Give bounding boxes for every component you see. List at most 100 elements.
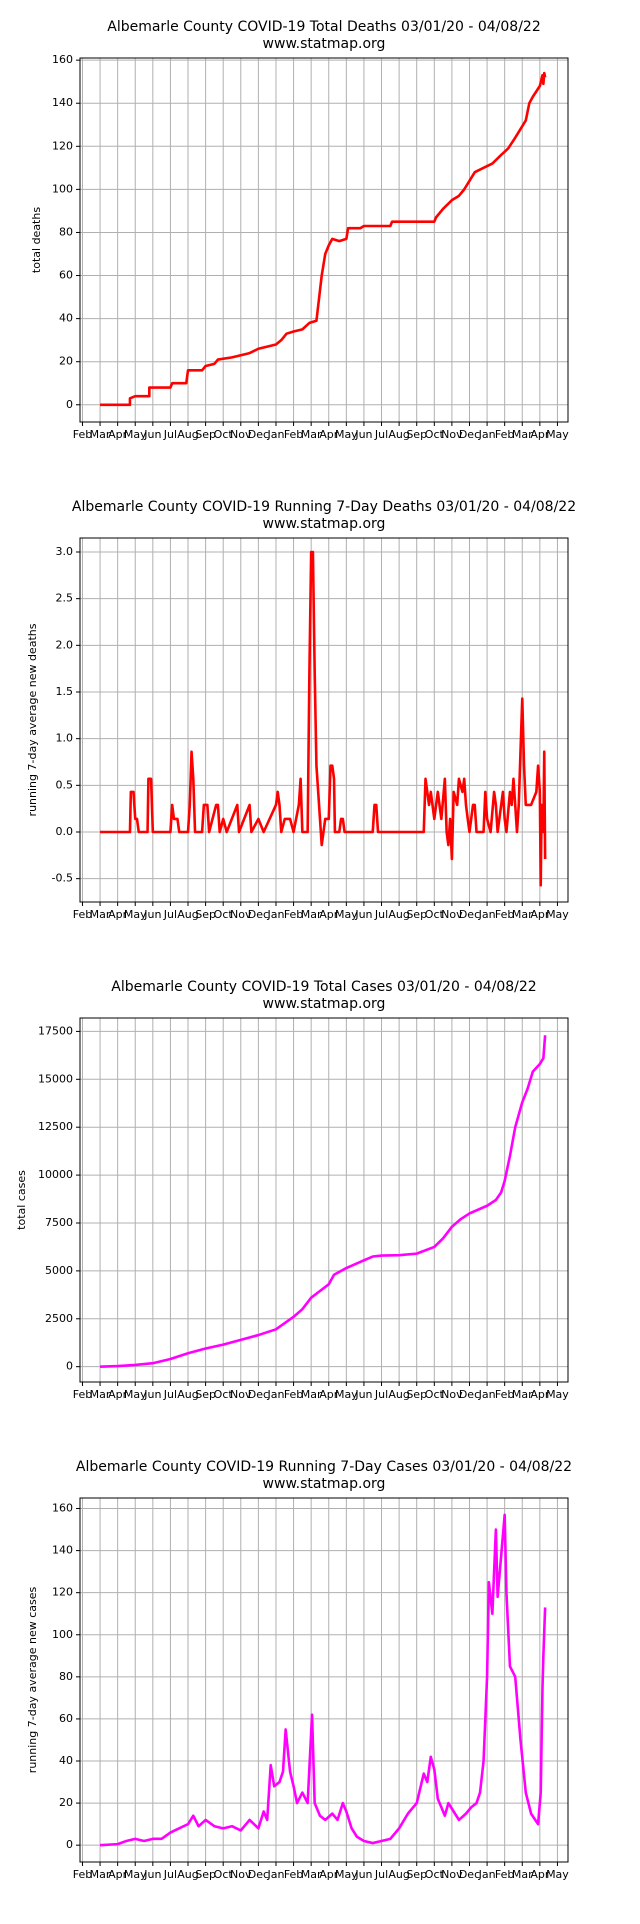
x-tick-label: Feb — [495, 428, 514, 441]
x-tick-label: Nov — [230, 908, 252, 921]
y-tick-label: 60 — [59, 1712, 73, 1725]
y-tick-label: 140 — [52, 1544, 73, 1557]
x-tick-label: Feb — [495, 1388, 514, 1401]
chart-panel: Albemarle County COVID-19 Total Deaths 0… — [30, 19, 569, 441]
y-tick-label: 0 — [66, 1838, 73, 1851]
y-tick-label: 60 — [59, 269, 73, 282]
y-tick-label: -0.5 — [52, 872, 73, 885]
x-tick-label: Sep — [195, 1388, 216, 1401]
x-tick-label: May — [546, 1868, 569, 1881]
y-tick-label: 2.0 — [56, 638, 74, 651]
x-tick-label: Mar — [512, 428, 533, 441]
chart-title: Albemarle County COVID-19 Total Deaths 0… — [107, 19, 541, 35]
x-tick-label: Aug — [388, 428, 409, 441]
y-tick-label: 100 — [52, 182, 73, 195]
x-tick-label: Dec — [459, 1388, 480, 1401]
plot-frame — [79, 1497, 569, 1863]
chart-subtitle: www.statmap.org — [263, 996, 386, 1012]
y-tick-label: 1.5 — [56, 685, 74, 698]
x-tick-label: Oct — [425, 1868, 445, 1881]
x-tick-label: Jun — [143, 1868, 161, 1881]
y-tick-label: 80 — [59, 225, 73, 238]
y-tick-label: 15000 — [38, 1072, 73, 1085]
y-tick-label: 2.5 — [56, 592, 74, 605]
x-tick-label: Dec — [459, 1868, 480, 1881]
x-tick-label: Jan — [478, 428, 496, 441]
x-tick-label: Jun — [354, 908, 372, 921]
x-tick-label: Mar — [301, 908, 322, 921]
x-tick-label: Feb — [284, 428, 303, 441]
x-tick-label: May — [546, 428, 569, 441]
y-tick-label: 80 — [59, 1670, 73, 1683]
x-tick-label: Apr — [530, 1388, 550, 1401]
chart-title: Albemarle County COVID-19 Total Cases 03… — [111, 979, 536, 995]
x-tick-label: Jun — [354, 428, 372, 441]
x-tick-label: May — [124, 1388, 147, 1401]
x-tick-label: Feb — [73, 1388, 92, 1401]
x-tick-label: Dec — [248, 428, 269, 441]
plot-frame — [79, 57, 569, 423]
x-tick-label: Nov — [230, 1388, 252, 1401]
chart-panel: Albemarle County COVID-19 Total Cases 03… — [15, 979, 569, 1401]
x-tick-label: Dec — [459, 908, 480, 921]
x-tick-label: Sep — [406, 1868, 427, 1881]
x-tick-label: Aug — [177, 908, 198, 921]
x-tick-label: Jul — [374, 908, 388, 921]
y-tick-label: 120 — [52, 139, 73, 152]
y-tick-label: 120 — [52, 1586, 73, 1599]
y-axis-label: running 7-day average new cases — [26, 1587, 39, 1774]
x-tick-label: Feb — [495, 1868, 514, 1881]
x-tick-label: Apr — [108, 428, 128, 441]
chart-subtitle: www.statmap.org — [263, 516, 386, 532]
x-tick-label: Mar — [512, 908, 533, 921]
x-tick-label: Feb — [284, 908, 303, 921]
y-tick-label: 140 — [52, 96, 73, 109]
y-tick-label: 12500 — [38, 1120, 73, 1133]
x-tick-label: Nov — [230, 1868, 252, 1881]
x-tick-label: Apr — [108, 908, 128, 921]
x-tick-label: Apr — [108, 1388, 128, 1401]
x-tick-label: Mar — [512, 1868, 533, 1881]
x-tick-label: Jul — [374, 1388, 388, 1401]
y-tick-label: 20 — [59, 355, 73, 368]
x-tick-label: Feb — [73, 1868, 92, 1881]
y-tick-label: 7500 — [45, 1216, 73, 1229]
x-tick-label: Dec — [248, 908, 269, 921]
x-tick-label: Apr — [108, 1868, 128, 1881]
x-tick-label: Feb — [284, 1388, 303, 1401]
x-tick-label: Oct — [214, 908, 234, 921]
data-line — [99, 1513, 547, 1847]
x-tick-label: Nov — [230, 428, 252, 441]
x-tick-label: Aug — [388, 1868, 409, 1881]
x-tick-label: Jan — [478, 1868, 496, 1881]
chart-title: Albemarle County COVID-19 Running 7-Day … — [72, 499, 576, 515]
x-tick-label: Jan — [478, 1388, 496, 1401]
x-tick-label: Apr — [319, 908, 339, 921]
data-line — [100, 1035, 547, 1368]
x-tick-label: Oct — [214, 1868, 234, 1881]
data-line — [100, 550, 547, 887]
plot-frame — [79, 1017, 569, 1383]
x-tick-label: Jul — [163, 1388, 177, 1401]
x-tick-label: May — [335, 1868, 358, 1881]
x-tick-label: Jul — [374, 1868, 388, 1881]
x-tick-label: Sep — [406, 428, 427, 441]
y-tick-label: 40 — [59, 1754, 73, 1767]
y-axis-label: total deaths — [30, 207, 43, 273]
x-tick-label: May — [546, 1388, 569, 1401]
x-tick-label: Sep — [195, 1868, 216, 1881]
x-tick-label: Aug — [388, 1388, 409, 1401]
x-tick-label: Nov — [441, 1868, 463, 1881]
y-tick-label: 2500 — [45, 1312, 73, 1325]
x-tick-label: May — [546, 908, 569, 921]
x-tick-label: Sep — [195, 908, 216, 921]
y-tick-label: 17500 — [38, 1024, 73, 1037]
x-tick-label: Jun — [143, 908, 161, 921]
x-tick-label: Feb — [73, 428, 92, 441]
x-tick-label: Dec — [459, 428, 480, 441]
x-tick-label: Oct — [425, 428, 445, 441]
x-tick-label: Jul — [163, 1868, 177, 1881]
y-tick-label: 160 — [52, 53, 73, 66]
x-tick-label: Apr — [319, 428, 339, 441]
chart-subtitle: www.statmap.org — [263, 1476, 386, 1492]
